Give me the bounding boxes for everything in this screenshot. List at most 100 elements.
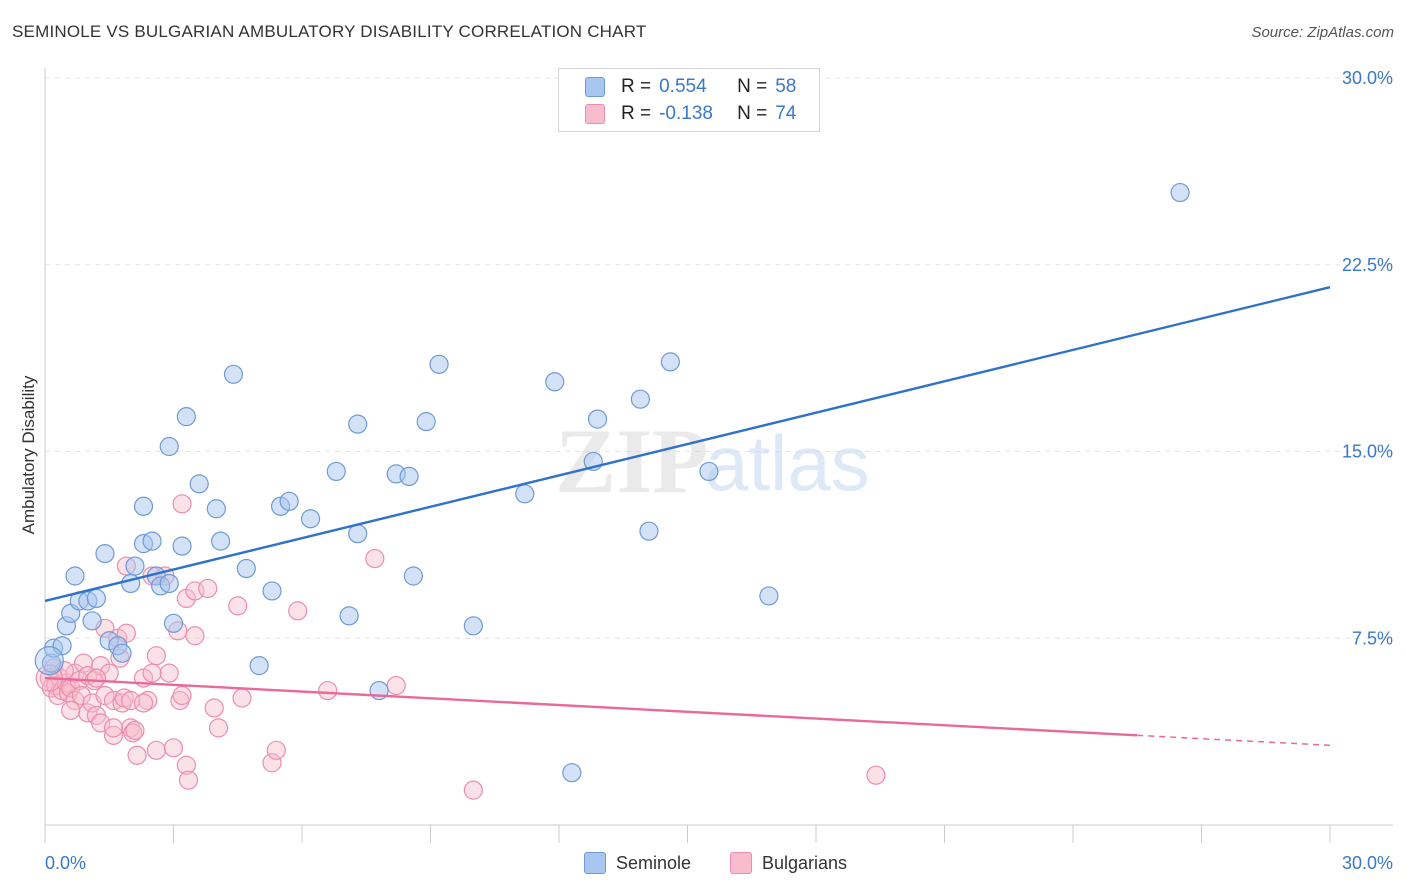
- seminole-point: [172, 536, 192, 556]
- gridlines: [45, 77, 1390, 639]
- seminole-point: [300, 509, 321, 529]
- bulgarians-point: [266, 740, 286, 760]
- seminole-point: [176, 407, 196, 427]
- bulgarians-point: [288, 601, 308, 621]
- seminole-point: [403, 566, 423, 586]
- seminole-point: [699, 461, 719, 482]
- seminole-point: [86, 588, 107, 609]
- bulgarians-point: [103, 718, 124, 738]
- trend-lines: [44, 285, 1331, 747]
- bulgarians-point: [133, 693, 154, 713]
- seminole-point: [1170, 182, 1190, 203]
- bulgarians-point: [71, 685, 92, 706]
- seminole-point: [515, 484, 535, 504]
- stats-legend: R = 0.554 N = 58 R = -0.138 N = 74: [558, 68, 820, 132]
- bulgarians-point: [232, 688, 252, 708]
- seminole-point: [348, 414, 368, 434]
- bulgarians-point: [198, 578, 218, 599]
- seminole-point: [759, 586, 779, 606]
- bulgarians-point: [163, 738, 184, 758]
- seminole-point: [339, 606, 359, 626]
- bulgarians-point: [146, 740, 166, 760]
- bulgarians-point: [159, 663, 179, 683]
- seminole-point: [326, 461, 346, 482]
- seminole-point: [206, 499, 226, 519]
- seminole-point: [660, 352, 680, 372]
- bulgarians-point: [176, 755, 196, 775]
- seminole-point: [189, 474, 209, 494]
- bulgarians-points: [35, 494, 886, 800]
- seminole-points: [34, 182, 1190, 783]
- bulgarians-point: [365, 548, 385, 569]
- legend-row-seminole: R = 0.554 N = 58: [585, 74, 849, 100]
- bulgarians-point: [178, 770, 199, 790]
- r-value: 0.554: [659, 76, 707, 97]
- legend-item-seminole[interactable]: Seminole: [584, 852, 691, 874]
- bulgarians-point: [142, 663, 162, 683]
- seminole-point: [630, 389, 650, 409]
- bulgarians-swatch: [730, 852, 752, 874]
- seminole-point: [545, 372, 565, 392]
- bulgarians-point: [208, 718, 229, 738]
- y-tick-label: 30.0%: [1342, 68, 1393, 88]
- seminole-point: [211, 531, 231, 551]
- chart-title: SEMINOLE VS BULGARIAN AMBULATORY DISABIL…: [12, 22, 647, 41]
- bulgarians-point: [318, 680, 338, 701]
- y-tick-label: 7.5%: [1352, 628, 1393, 648]
- tick-labels: 7.5% 15.0% 22.5% 30.0% 0.0% 30.0%: [45, 68, 1393, 873]
- watermark-atlas: atlas: [705, 419, 870, 507]
- seminole-point: [82, 611, 102, 631]
- seminole-point: [65, 566, 85, 586]
- bulgarians-point: [204, 698, 224, 718]
- watermark-zip: ZIP: [555, 410, 708, 512]
- seminole-point: [639, 521, 659, 541]
- seminole-point: [416, 412, 436, 432]
- bulgarians-point: [866, 765, 886, 785]
- seminole-point: [133, 496, 154, 516]
- bulgarians-trend-extension: [1137, 734, 1331, 747]
- seminole-point: [429, 354, 449, 374]
- axes: [44, 68, 1393, 843]
- seminole-point: [562, 763, 582, 783]
- legend-label-bulgarians: Bulgarians: [762, 852, 848, 873]
- n-value: 58: [775, 76, 797, 97]
- bulgarians-point: [463, 780, 483, 800]
- seminole-point: [463, 616, 483, 636]
- bulgarians-point: [228, 596, 248, 616]
- bulgarians-point: [125, 720, 145, 740]
- bulgarians-point: [146, 646, 166, 666]
- x-tick-label: 0.0%: [45, 853, 86, 873]
- n-label: N =: [737, 103, 768, 124]
- y-axis-label: Ambulatory Disability: [19, 375, 38, 534]
- legend-item-bulgarians[interactable]: Bulgarians: [730, 852, 847, 874]
- seminole-point: [262, 581, 282, 601]
- seminole-swatch: [584, 852, 606, 874]
- seminole-point: [159, 573, 179, 594]
- bulgarians-point: [386, 675, 406, 696]
- seminole-point: [223, 364, 244, 384]
- legend-label-seminole: Seminole: [616, 852, 692, 873]
- seminole-point: [163, 613, 184, 633]
- seminole-point: [125, 556, 145, 576]
- x-tick-label: 30.0%: [1342, 853, 1393, 873]
- source-note: Source: ZipAtlas.com: [1251, 24, 1394, 41]
- seminole-point: [587, 409, 608, 429]
- seminole-point: [348, 524, 368, 544]
- bulgarians-point: [123, 723, 143, 743]
- seminole-point: [249, 656, 269, 676]
- seminole-point: [95, 543, 115, 564]
- r-label: R =: [621, 103, 652, 124]
- n-label: N =: [737, 76, 768, 97]
- r-label: R =: [621, 76, 652, 97]
- seminole-point: [112, 643, 132, 663]
- seminole-point: [236, 558, 256, 579]
- seminole-swatch: [585, 77, 605, 97]
- bulgarians-trend-line: [44, 676, 1138, 737]
- bulgarians-point: [172, 685, 192, 706]
- bulgarians-point: [127, 745, 147, 765]
- seminole-point: [279, 491, 299, 511]
- bulgarians-point: [172, 494, 192, 514]
- bulgarians-point: [86, 668, 107, 688]
